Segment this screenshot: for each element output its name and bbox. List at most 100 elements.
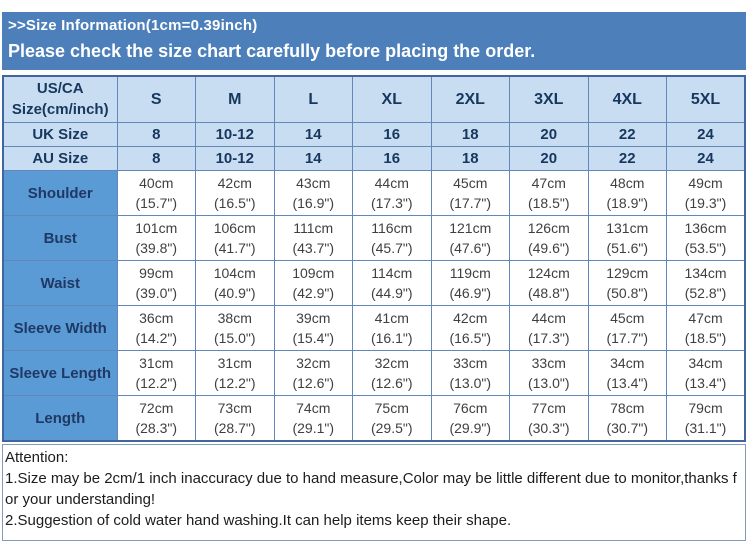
measurement-cell: 39cm (15.4") <box>273 305 353 351</box>
uk-size-cell: 8 <box>116 122 196 147</box>
row-label-uk: UK Size <box>2 122 118 147</box>
column-header-2xl: 2XL <box>430 75 510 123</box>
au-size-cell: 20 <box>509 146 589 171</box>
au-size-cell: 18 <box>430 146 510 171</box>
au-size-row: AU Size 8 10-12 14 16 18 20 22 24 <box>2 146 746 171</box>
row-label-waist: Waist <box>2 260 118 306</box>
uk-size-cell: 16 <box>352 122 432 147</box>
row-label-au: AU Size <box>2 146 118 171</box>
measurement-cell: 129cm (50.8") <box>587 260 667 306</box>
corner-header-line1: US/CA <box>36 80 84 98</box>
measurement-cell: 124cm (48.8") <box>509 260 589 306</box>
measurement-cell: 44cm (17.3") <box>352 170 432 216</box>
column-header-3xl: 3XL <box>509 75 589 123</box>
measurement-cell: 36cm (14.2") <box>116 305 196 351</box>
measurement-cell: 99cm (39.0") <box>116 260 196 306</box>
uk-size-cell: 10-12 <box>195 122 275 147</box>
measurement-cell: 74cm (29.1") <box>273 395 353 442</box>
measurement-cell: 136cm (53.5") <box>666 215 746 261</box>
corner-header: US/CA Size(cm/inch) <box>2 75 118 123</box>
measurement-cell: 75cm (29.5") <box>352 395 432 442</box>
sleeve-width-row: Sleeve Width 36cm (14.2") 38cm (15.0") 39c… <box>2 305 746 351</box>
au-size-cell: 22 <box>587 146 667 171</box>
measurement-cell: 134cm (52.8") <box>666 260 746 306</box>
attention-note-2: 2.Suggestion of cold water hand washing.… <box>5 512 512 529</box>
measurement-cell: 119cm (46.9") <box>430 260 510 306</box>
bust-row: Bust 101cm (39.8") 106cm (41.7") 111cm (43.… <box>2 215 746 261</box>
row-label-sleeve-length: Sleeve Length <box>2 350 118 396</box>
measurement-cell: 31cm (12.2") <box>116 350 196 396</box>
row-label-length: Length <box>2 395 118 442</box>
au-size-cell: 16 <box>352 146 432 171</box>
size-info-title: >>Size Information(1cm=0.39inch) <box>8 17 258 34</box>
uk-size-cell: 14 <box>273 122 353 147</box>
au-size-cell: 24 <box>666 146 746 171</box>
au-size-cell: 8 <box>116 146 196 171</box>
column-header-4xl: 4XL <box>587 75 667 123</box>
measurement-cell: 116cm (45.7") <box>352 215 432 261</box>
measurement-cell: 45cm (17.7") <box>587 305 667 351</box>
measurement-cell: 73cm (28.7") <box>195 395 275 442</box>
waist-row: Waist 99cm (39.0") 104cm (40.9") 109cm (42.… <box>2 260 746 306</box>
attention-box: Attention: 1.Size may be 2cm/1 inch inac… <box>2 444 746 541</box>
attention-note-1: 1.Size may be 2cm/1 inch inaccuracy due … <box>5 470 737 508</box>
measurement-cell: 111cm (43.7") <box>273 215 353 261</box>
measurement-cell: 104cm (40.9") <box>195 260 275 306</box>
measurement-cell: 48cm (18.9") <box>587 170 667 216</box>
column-header-5xl: 5XL <box>666 75 746 123</box>
column-header-l: L <box>273 75 353 123</box>
measurement-cell: 34cm (13.4") <box>666 350 746 396</box>
measurement-cell: 43cm (16.9") <box>273 170 353 216</box>
measurement-cell: 49cm (19.3") <box>666 170 746 216</box>
measurement-cell: 126cm (49.6") <box>509 215 589 261</box>
measurement-cell: 72cm (28.3") <box>116 395 196 442</box>
measurement-cell: 33cm (13.0") <box>509 350 589 396</box>
au-size-cell: 10-12 <box>195 146 275 171</box>
corner-header-line2: Size(cm/inch) <box>11 100 109 118</box>
column-header-s: S <box>116 75 196 123</box>
measurement-cell: 76cm (29.9") <box>430 395 510 442</box>
banner: >>Size Information(1cm=0.39inch) Please … <box>2 12 746 70</box>
measurement-cell: 77cm (30.3") <box>509 395 589 442</box>
measurement-cell: 109cm (42.9") <box>273 260 353 306</box>
measurement-cell: 34cm (13.4") <box>587 350 667 396</box>
row-label-shoulder: Shoulder <box>2 170 118 216</box>
sleeve-length-row: Sleeve Length 31cm (12.2") 31cm (12.2") 32… <box>2 350 746 396</box>
row-label-sleeve-width: Sleeve Width <box>2 305 118 351</box>
measurement-cell: 106cm (41.7") <box>195 215 275 261</box>
measurement-cell: 42cm (16.5") <box>430 305 510 351</box>
measurement-cell: 47cm (18.5") <box>509 170 589 216</box>
measurement-cell: 101cm (39.8") <box>116 215 196 261</box>
measurement-cell: 32cm (12.6") <box>273 350 353 396</box>
measurement-cell: 33cm (13.0") <box>430 350 510 396</box>
measurement-cell: 31cm (12.2") <box>195 350 275 396</box>
measurement-cell: 79cm (31.1") <box>666 395 746 442</box>
shoulder-row: Shoulder 40cm (15.7") 42cm (16.5") 43cm (16… <box>2 170 746 216</box>
measurement-cell: 47cm (18.5") <box>666 305 746 351</box>
measurement-cell: 45cm (17.7") <box>430 170 510 216</box>
au-size-cell: 14 <box>273 146 353 171</box>
measurement-cell: 121cm (47.6") <box>430 215 510 261</box>
length-row: Length 72cm (28.3") 73cm (28.7") 74cm (29.1… <box>2 395 746 442</box>
uk-size-cell: 18 <box>430 122 510 147</box>
measurement-cell: 78cm (30.7") <box>587 395 667 442</box>
uk-size-cell: 20 <box>509 122 589 147</box>
measurement-cell: 40cm (15.7") <box>116 170 196 216</box>
row-label-bust: Bust <box>2 215 118 261</box>
column-header-m: M <box>195 75 275 123</box>
measurement-cell: 38cm (15.0") <box>195 305 275 351</box>
measurement-cell: 131cm (51.6") <box>587 215 667 261</box>
measurement-cell: 32cm (12.6") <box>352 350 432 396</box>
size-chart-notice: Please check the size chart carefully be… <box>8 41 536 61</box>
measurement-cell: 41cm (16.1") <box>352 305 432 351</box>
size-table: US/CA Size(cm/inch) S M L XL 2XL 3XL 4XL… <box>2 75 746 442</box>
uk-size-cell: 22 <box>587 122 667 147</box>
table-header-row: US/CA Size(cm/inch) S M L XL 2XL 3XL 4XL… <box>2 75 746 123</box>
uk-size-row: UK Size 8 10-12 14 16 18 20 22 24 <box>2 122 746 147</box>
measurement-cell: 44cm (17.3") <box>509 305 589 351</box>
measurement-cell: 42cm (16.5") <box>195 170 275 216</box>
uk-size-cell: 24 <box>666 122 746 147</box>
measurement-cell: 114cm (44.9") <box>352 260 432 306</box>
column-header-xl: XL <box>352 75 432 123</box>
